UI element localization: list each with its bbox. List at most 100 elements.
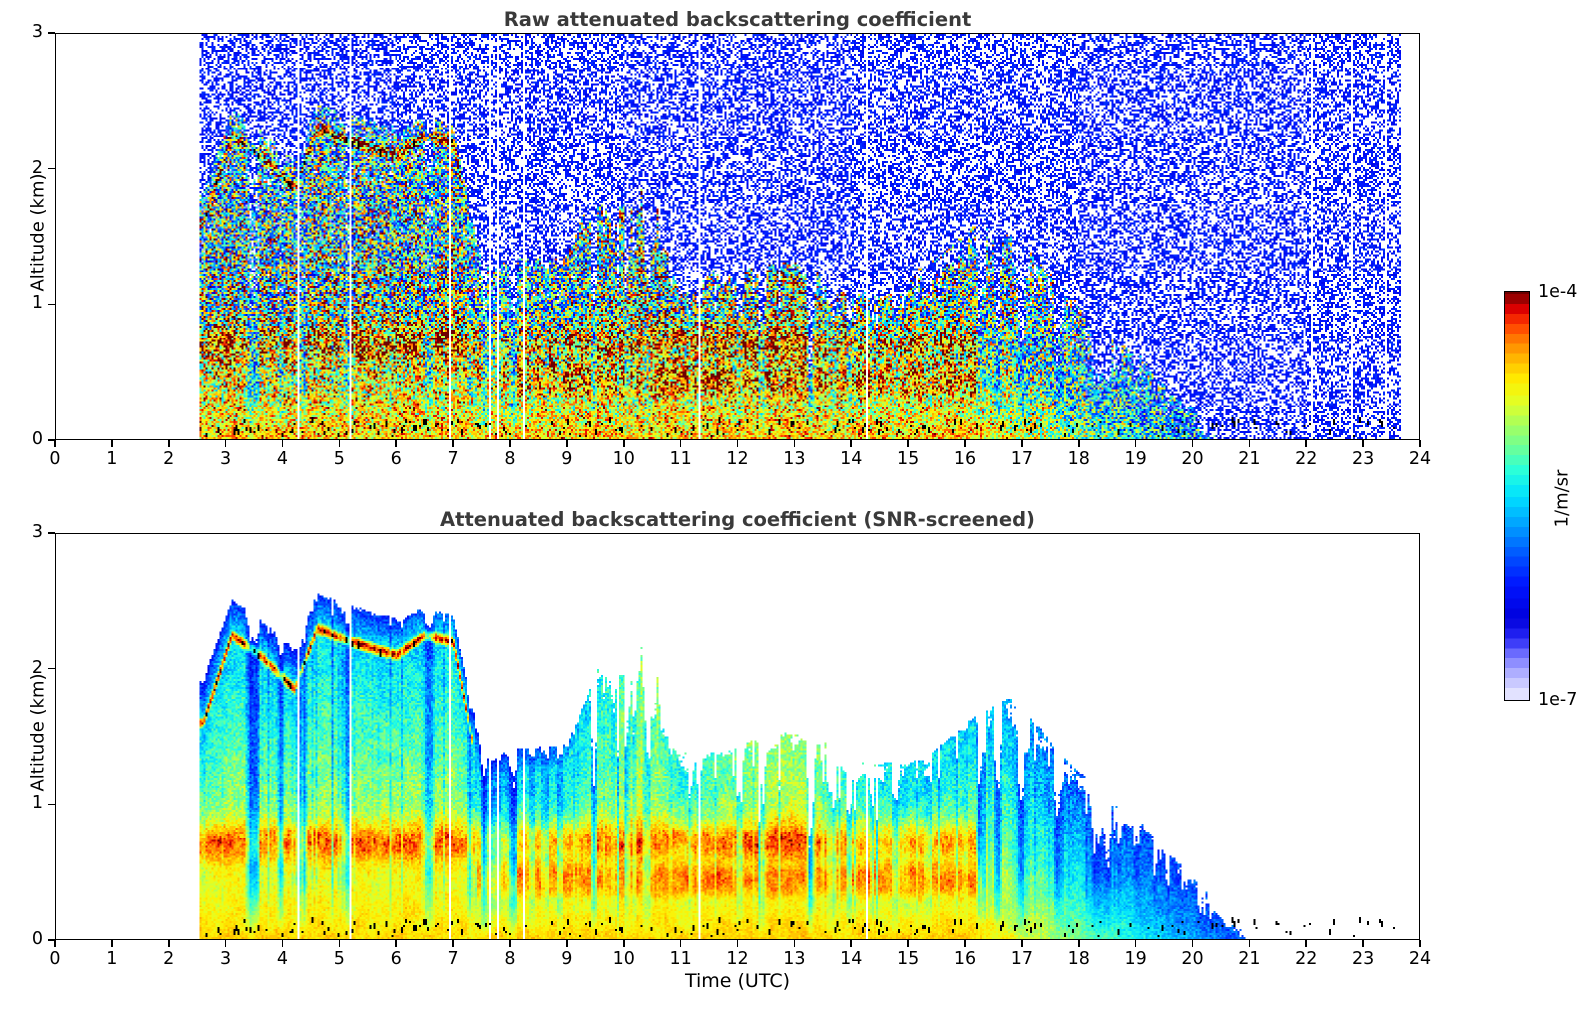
x-tick (679, 440, 682, 447)
heatmap-canvas-screened (56, 534, 1419, 939)
y-tick-label: 3 (31, 22, 43, 42)
y-tick (48, 439, 55, 441)
x-tick (622, 940, 625, 947)
y-tick (48, 532, 55, 534)
x-tick (1305, 940, 1308, 947)
x-tick-label: 15 (896, 949, 920, 969)
y-tick-label: 1 (31, 293, 43, 314)
x-tick (338, 940, 341, 947)
x-tick (964, 440, 966, 447)
x-tick (1362, 940, 1364, 947)
x-tick (1077, 940, 1080, 947)
x-tick-label: 5 (333, 949, 345, 969)
x-tick-label: 4 (276, 949, 289, 969)
x-tick (566, 440, 568, 447)
x-tick (509, 940, 511, 947)
plot-area-screened[interactable] (55, 533, 1420, 940)
colorbar-max-label: 1e-4 (1538, 282, 1578, 302)
x-tick-label: 15 (896, 449, 920, 469)
x-tick-label: 14 (840, 949, 863, 969)
panel-raw-title: Raw attenuated backscattering coefficien… (503, 8, 972, 31)
x-tick-label: 19 (1124, 949, 1147, 969)
x-tick-label: 23 (1351, 449, 1375, 469)
y-tick-label: 2 (31, 157, 43, 178)
y-tick-label: 2 (31, 657, 43, 678)
x-tick (1021, 440, 1023, 447)
x-tick (54, 440, 56, 447)
x-axis-label: Time (UTC) (684, 970, 791, 992)
x-tick (395, 940, 398, 947)
y-tick-label: 3 (31, 522, 43, 542)
x-tick-label: 8 (504, 949, 516, 969)
x-tick (1134, 940, 1137, 947)
x-tick-label: 24 (1408, 449, 1432, 469)
x-tick-label: 8 (504, 449, 516, 469)
x-tick-label: 13 (783, 949, 806, 969)
x-tick-label: 6 (390, 949, 402, 969)
colorbar-unit-label: 1/m/sr (1551, 469, 1573, 528)
x-tick-label: 19 (1124, 449, 1147, 469)
x-tick (1248, 940, 1251, 947)
x-tick (1191, 440, 1194, 447)
x-tick-label: 16 (953, 949, 977, 969)
x-tick-label: 7 (447, 449, 459, 469)
x-tick (111, 940, 113, 947)
x-tick (54, 940, 56, 947)
x-tick-label: 10 (612, 949, 635, 969)
x-tick-label: 7 (447, 949, 459, 969)
x-tick (850, 440, 853, 447)
x-tick (224, 940, 227, 947)
x-tick-label: 2 (163, 949, 175, 969)
x-tick-label: 1 (106, 949, 118, 969)
x-tick-label: 2 (163, 449, 175, 469)
x-tick (1134, 440, 1137, 447)
x-tick (338, 440, 341, 447)
y-tick-label: 1 (31, 793, 43, 814)
x-tick-label: 3 (220, 449, 232, 469)
y-tick (48, 32, 55, 34)
y-tick (48, 167, 55, 170)
panel-screened: Attenuated backscattering coefficient (S… (0, 500, 1595, 1020)
x-tick-label: 20 (1181, 449, 1204, 469)
x-tick (224, 440, 227, 447)
x-tick (111, 440, 113, 447)
x-tick (1191, 940, 1194, 947)
x-tick-label: 12 (726, 449, 749, 469)
x-tick-label: 12 (726, 949, 749, 969)
x-tick-label: 21 (1238, 449, 1261, 469)
x-tick-label: 18 (1067, 949, 1090, 969)
y-tick-label: 0 (31, 429, 43, 449)
x-tick-label: 0 (49, 949, 61, 969)
colorbar-min-label: 1e-7 (1538, 690, 1578, 710)
x-tick (1305, 440, 1308, 447)
x-tick (167, 440, 170, 447)
x-tick (281, 940, 284, 947)
panel-raw: Raw attenuated backscattering coefficien… (0, 0, 1595, 500)
x-tick-label: 11 (669, 949, 692, 969)
x-tick-label: 22 (1295, 949, 1318, 969)
x-tick-label: 0 (49, 449, 61, 469)
x-tick (964, 940, 966, 947)
x-tick (793, 440, 796, 447)
x-tick-label: 9 (561, 949, 573, 969)
x-tick (1362, 440, 1364, 447)
x-tick-label: 6 (390, 449, 402, 469)
x-tick (907, 940, 909, 947)
y-tick (48, 803, 55, 806)
panel-screened-title: Attenuated backscattering coefficient (S… (440, 508, 1035, 531)
x-tick (850, 940, 853, 947)
x-tick (622, 440, 625, 447)
x-tick (736, 940, 739, 947)
x-tick (395, 440, 398, 447)
x-tick-label: 24 (1408, 949, 1432, 969)
heatmap-canvas-raw (56, 34, 1419, 439)
plot-area-raw[interactable] (55, 33, 1420, 440)
y-tick (48, 939, 55, 941)
x-tick (452, 940, 454, 947)
x-tick-label: 4 (276, 449, 289, 469)
x-tick (1248, 440, 1251, 447)
x-tick (566, 940, 568, 947)
x-tick-label: 13 (783, 449, 806, 469)
colorbar[interactable] (1504, 291, 1530, 701)
